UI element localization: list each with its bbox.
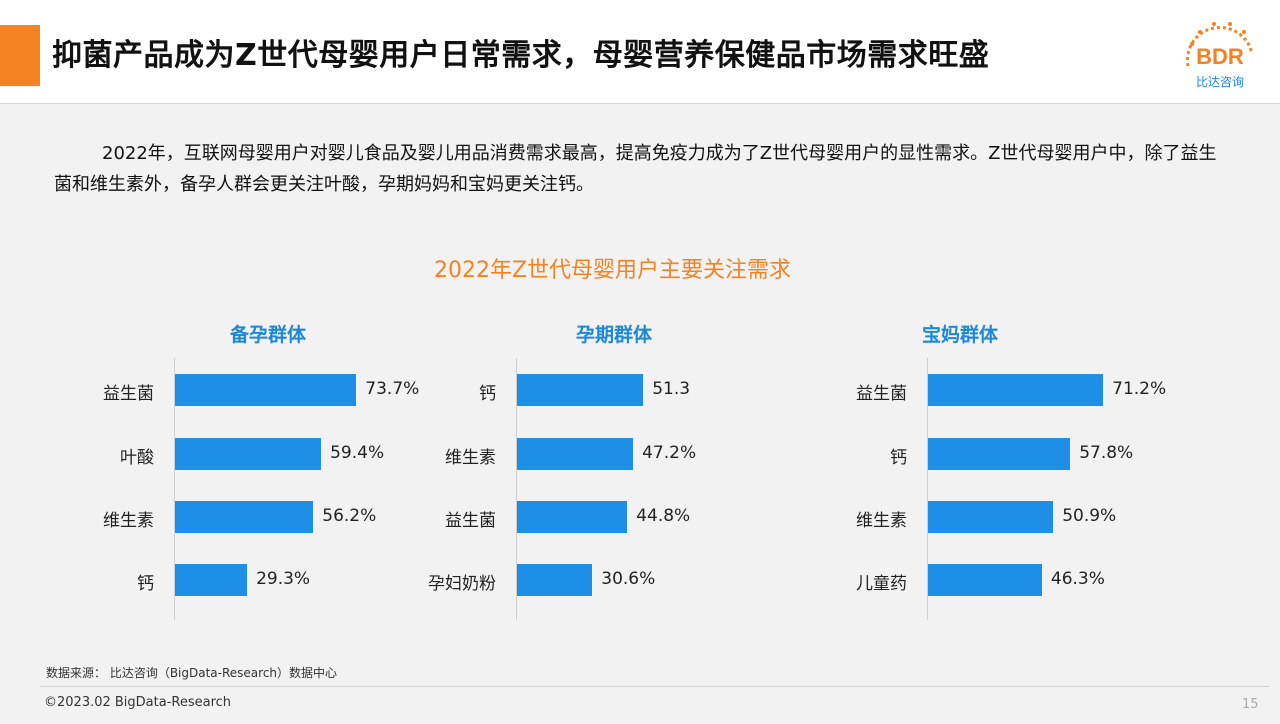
category-label: 益生菌 (856, 384, 907, 404)
panel-title: 孕期群体 (576, 324, 653, 346)
data-label: 47.2% (642, 443, 697, 463)
category-axis (516, 358, 517, 620)
data-label: 46.3% (1050, 569, 1105, 589)
data-label: 56.2% (322, 506, 377, 526)
category-label: 益生菌 (445, 511, 496, 531)
category-label: 益生菌 (103, 384, 154, 404)
bar (175, 438, 322, 470)
data-label: 59.4% (330, 443, 385, 463)
category-label: 维生素 (103, 511, 154, 531)
chart-panel: 备孕群体益生菌 73.7% 叶酸 59.4% 维生素 56.2% 钙 29.3% (0, 300, 419, 630)
intro-paragraph: 2022年，互联网母婴用户对婴儿食品及婴儿用品消费需求最高，提高免疫力成为了Z世… (54, 143, 1217, 195)
bar (928, 438, 1071, 470)
panel-title: 备孕群体 (230, 324, 307, 346)
chart-title: 2022年Z世代母婴用户主要关注需求 (433, 258, 792, 283)
logo-subtext: 比达咨询 (1196, 74, 1244, 89)
bar (517, 564, 593, 596)
category-label: 叶酸 (120, 448, 154, 468)
panel-title: 宝妈群体 (922, 324, 999, 346)
copyright: ©2023.02 BigData-Research (44, 695, 232, 710)
logo-text: BDR (1196, 44, 1244, 69)
bar (175, 501, 314, 533)
page-number: 15 (1242, 697, 1259, 712)
data-label: 44.8% (636, 506, 691, 526)
data-label: 51.3 (652, 379, 691, 399)
category-label: 儿童药 (856, 574, 907, 594)
category-label: 钙 (890, 448, 907, 468)
bar (517, 438, 634, 470)
bar (517, 374, 644, 406)
title-accent-bar (0, 25, 40, 86)
chart-panel: 孕期群体钙 51.3 维生素 47.2% 益生菌 44.8% 孕妇奶粉 30.6% (400, 300, 800, 630)
category-label: 钙 (137, 574, 154, 594)
bar (928, 501, 1054, 533)
bar (517, 501, 628, 533)
footer-divider (40, 686, 1270, 687)
data-label: 71.2% (1112, 379, 1167, 399)
data-label: 29.3% (256, 569, 311, 589)
header-divider (0, 103, 1280, 104)
data-label: 50.9% (1062, 506, 1117, 526)
bar (928, 564, 1042, 596)
bdr-logo-icon: BDR 比达咨询 (1185, 22, 1254, 89)
category-axis (174, 358, 175, 620)
category-label: 维生素 (445, 448, 496, 468)
category-axis (927, 358, 928, 620)
data-label: 57.8% (1079, 443, 1134, 463)
category-label: 钙 (479, 384, 496, 404)
bar (175, 564, 248, 596)
page-title: 抑菌产品成为Z世代母婴用户日常需求，母婴营养保健品市场需求旺盛 (52, 38, 990, 73)
category-label: 维生素 (856, 511, 907, 531)
category-label: 孕妇奶粉 (428, 574, 496, 594)
chart-panel: 宝妈群体益生菌 71.2% 钙 57.8% 维生素 50.9% 儿童药 46.3% (800, 300, 1200, 630)
bar (175, 374, 357, 406)
header: 抑菌产品成为Z世代母婴用户日常需求，母婴营养保健品市场需求旺盛 BDR 比达咨询 (0, 0, 1280, 104)
data-source: 数据来源： 比达咨询（BigData-Research）数据中心 (46, 666, 338, 680)
bar (928, 374, 1104, 406)
content-background (0, 104, 1280, 724)
data-label: 30.6% (601, 569, 656, 589)
data-label: 73.7% (365, 379, 420, 399)
